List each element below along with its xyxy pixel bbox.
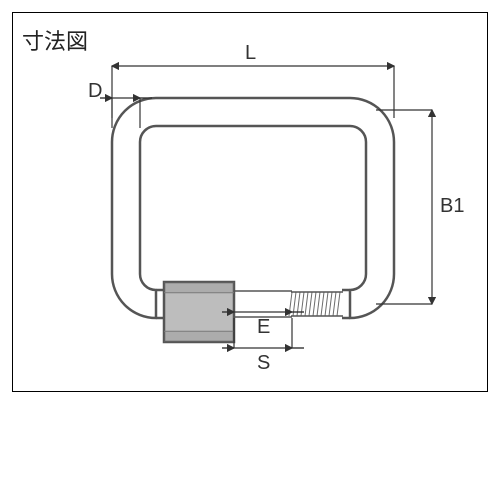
diagram-svg <box>12 12 488 392</box>
page: 寸法図 L D B1 E S <box>0 0 500 500</box>
dim-label-E: E <box>257 316 270 339</box>
dim-label-S: S <box>257 352 270 375</box>
diagram-svg-wrap <box>12 12 488 392</box>
dim-label-L: L <box>245 42 256 65</box>
dim-label-D: D <box>88 80 102 103</box>
dim-label-B1: B1 <box>440 195 464 218</box>
